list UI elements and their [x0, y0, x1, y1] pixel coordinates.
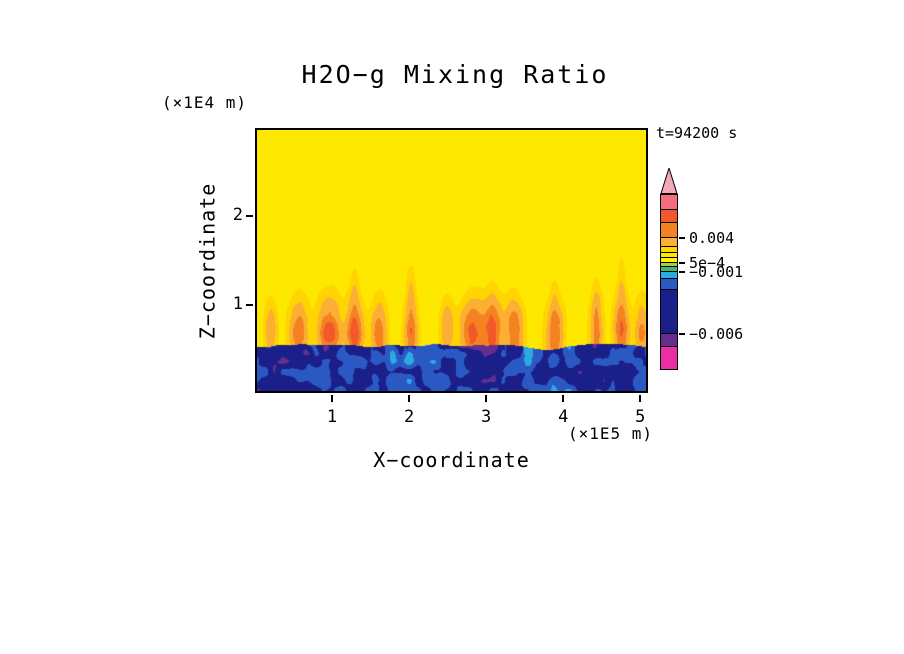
y-axis-label: Z−coordinate — [195, 182, 220, 340]
x-axis-label: X−coordinate — [373, 448, 530, 472]
x-tick-label: 1 — [326, 407, 338, 427]
colorbar-segment — [660, 209, 678, 223]
x-tick-mark — [639, 395, 642, 402]
colorbar-segment — [660, 222, 678, 238]
colorbar-segment — [660, 346, 678, 370]
x-tick-mark — [331, 395, 334, 402]
x-tick-mark — [562, 395, 565, 402]
x-tick-mark — [408, 395, 411, 402]
colorbar-label: 5e−4 — [689, 254, 726, 272]
x-axis-unit-label: (×1E5 m) — [567, 424, 653, 443]
colorbar-tick-mark — [679, 333, 685, 335]
colorbar — [660, 194, 678, 370]
time-annotation: t=94200 s — [656, 124, 738, 142]
colorbar-label: 0.004 — [689, 229, 735, 247]
y-tick-mark — [246, 215, 253, 218]
colorbar-overflow-arrow-icon — [660, 168, 678, 194]
colorbar-segment — [660, 289, 678, 334]
y-axis-unit-label: (×1E4 m) — [162, 93, 248, 112]
colorbar-tick-mark — [679, 262, 685, 264]
colorbar-tick-mark — [679, 237, 685, 239]
plot-area — [255, 128, 648, 393]
y-tick-mark — [246, 303, 253, 306]
colorbar-label: −0.006 — [689, 325, 744, 343]
x-tick-mark — [485, 395, 488, 402]
colorbar-segment — [660, 194, 678, 210]
colorbar-tick-mark — [679, 271, 685, 273]
heatmap-canvas — [257, 130, 646, 391]
colorbar-segment — [660, 333, 678, 347]
x-tick-label: 2 — [403, 407, 415, 427]
chart-title: H2O−g Mixing Ratio — [301, 60, 609, 89]
colorbar-label: −0.001 — [689, 263, 744, 281]
